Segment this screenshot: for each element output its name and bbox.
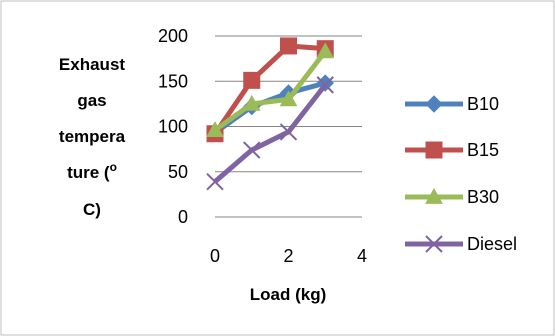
data-point-stroke [206,172,224,191]
legend-item-b15: B15 [405,140,499,160]
series-line [212,43,326,136]
legend-item-diesel: Diesel [405,234,517,254]
y-tick-label: 200 [158,26,188,46]
data-point [316,76,334,94]
data-point [279,90,298,107]
series [206,37,335,191]
series-diesel [206,76,334,191]
data-point [206,121,224,138]
data-point [425,95,443,113]
legend-label: Diesel [467,234,517,254]
y-axis-title-line: ture (o [67,160,117,182]
x-tick-labels: 0 2 4 [210,246,367,266]
data-point-stroke [243,141,261,159]
grid [215,35,362,173]
series-line [213,83,328,184]
y-axis-title-line: C) [83,200,101,219]
data-point [425,235,443,253]
data-point-stroke [279,123,298,141]
y-axis-title-line: tempera [59,127,126,146]
data-point [242,94,261,111]
x-tick-label: 2 [283,246,293,266]
legend-label: B10 [467,94,499,114]
y-axis-title-degree: o [110,160,117,174]
series-line [213,49,328,133]
y-tick-label: 50 [168,162,188,182]
data-point [425,141,443,159]
legend-label: B30 [467,187,499,207]
x-axis-title: Load (kg) [250,285,327,304]
data-point [280,37,297,55]
series-b30 [206,42,335,138]
legend: B10 B15 B30 Diesel [405,94,517,254]
y-tick-labels: 0 50 100 150 200 [158,26,188,227]
x-tick-label: 4 [357,246,367,266]
y-tick-label: 100 [158,117,188,137]
y-axis-title-line: Exhaust [59,55,125,74]
data-point [316,42,335,59]
y-axis-title-line: gas [77,91,106,110]
data-point [206,172,224,191]
legend-item-b10: B10 [405,94,499,114]
data-point [279,123,298,141]
data-point [243,141,261,159]
data-point-stroke [425,235,443,253]
x-tick-label: 0 [210,246,220,266]
legend-item-b30: B30 [405,187,499,207]
y-tick-label: 150 [158,71,188,91]
legend-label: B15 [467,140,499,160]
data-point-stroke [316,76,334,94]
y-tick-label: 0 [178,207,188,227]
y-axis-title: Exhaust gas tempera ture (o C) [59,55,126,219]
data-point [425,187,443,204]
data-point [243,71,261,89]
